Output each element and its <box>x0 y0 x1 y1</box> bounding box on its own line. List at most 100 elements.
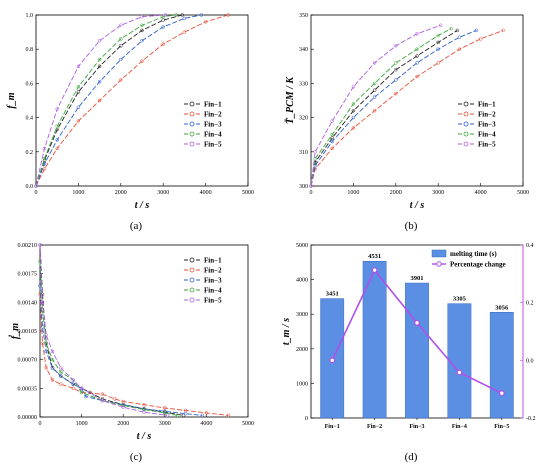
y-tick-label: 5000 <box>296 243 308 249</box>
y2-tick-label: -0.2 <box>526 416 536 422</box>
series-line <box>311 30 457 186</box>
y-tick-label: 340 <box>299 47 308 53</box>
x-tick-label: 5000 <box>517 190 529 196</box>
y-axis-title: t_m / s <box>281 318 292 345</box>
series-line <box>40 286 202 415</box>
data-point <box>394 61 397 64</box>
y-tick-label: 0.6 <box>26 81 34 87</box>
legend-marker <box>464 142 468 146</box>
y-tick-label: 0.00035 <box>18 386 38 392</box>
panel-label: (a) <box>130 220 143 232</box>
x-tick-label: 5000 <box>242 421 254 427</box>
y-tick-label: 2000 <box>296 347 308 353</box>
y2-tick-label: 0.4 <box>526 243 534 249</box>
data-point <box>183 31 186 34</box>
x-tick-label: 2000 <box>117 421 129 427</box>
legend-label: Fin−5 <box>204 141 222 149</box>
legend-marker <box>190 102 194 106</box>
data-point <box>314 150 317 153</box>
category-label: Fin−5 <box>494 424 509 430</box>
legend-label: Fin−4 <box>478 131 496 139</box>
panel-label: (b) <box>405 220 418 232</box>
x-tick-label: 4000 <box>475 190 487 196</box>
y-tick-label: 0 <box>305 416 308 422</box>
y-tick-label: 0.8 <box>26 47 34 53</box>
data-point <box>119 58 122 61</box>
legend-label: Fin−3 <box>478 121 496 129</box>
x-tick-label: 4000 <box>200 190 212 196</box>
legend-label: Fin−4 <box>204 131 222 139</box>
series-line <box>40 245 184 415</box>
legend-label: Fin−1 <box>478 101 496 109</box>
y-tick-label: 310 <box>299 150 308 156</box>
y-tick-label: 3000 <box>296 312 308 318</box>
legend-label: melting time (s) <box>450 250 497 258</box>
category-label: Fin−2 <box>367 424 382 430</box>
y-tick-label: 0.00000 <box>18 415 38 421</box>
y-axis-title: ḟ_m <box>8 323 21 339</box>
bar <box>363 261 386 418</box>
panel-c: 0 1000 2000 3000 4000 50000.000000.000350.000… <box>8 243 254 463</box>
x-tick-label: 0 <box>310 190 313 196</box>
bar-value-label: 3056 <box>495 304 509 311</box>
bar-value-label: 3901 <box>411 275 424 282</box>
data-point <box>182 414 185 417</box>
data-point <box>450 27 453 30</box>
percentage-point <box>415 321 420 326</box>
data-point <box>416 61 419 64</box>
data-point <box>352 116 355 119</box>
percentage-point <box>457 370 462 375</box>
x-tick-label: 2000 <box>115 190 127 196</box>
x-tick-label: 3000 <box>432 190 444 196</box>
data-point <box>373 96 376 99</box>
legend-label: Fin−5 <box>204 297 222 305</box>
legend-marker <box>190 142 194 146</box>
legend-marker <box>190 132 194 136</box>
legend-marker <box>437 262 441 266</box>
bar-value-label: 3305 <box>453 296 467 303</box>
y-tick-label: 350 <box>299 13 308 19</box>
data-point <box>119 24 122 27</box>
y-axis-title: f_m <box>6 92 17 108</box>
legend-marker <box>190 268 194 272</box>
bar <box>448 304 471 418</box>
y-tick-label: 0.00140 <box>18 300 38 306</box>
data-point <box>331 120 334 123</box>
legend-marker <box>464 102 468 106</box>
legend-label: Fin−1 <box>204 101 222 109</box>
x-axis-title: t / s <box>137 431 152 442</box>
series-line <box>36 15 166 186</box>
category-label: Fin−1 <box>325 424 340 430</box>
data-point <box>77 106 80 109</box>
x-axis-title: t / s <box>135 200 150 211</box>
legend-marker <box>190 298 194 302</box>
y2-tick-label: 0.2 <box>526 301 534 307</box>
x-axis-title: t / s <box>410 200 425 211</box>
category-label: Fin−3 <box>409 424 424 430</box>
data-point <box>98 39 101 42</box>
x-tick-label: 1000 <box>347 190 359 196</box>
series-line <box>311 29 451 186</box>
panel-b: 0 1000 2000 3000 4000 5000300310320330340350t… <box>285 13 529 232</box>
y-tick-label: 1.0 <box>26 13 34 19</box>
percentage-point <box>372 268 377 273</box>
percentage-point <box>500 391 505 396</box>
y-tick-label: 320 <box>299 116 308 122</box>
y-tick-label: 0.0 <box>26 184 34 190</box>
bar-value-label: 4531 <box>368 253 381 260</box>
legend-label: Fin−2 <box>204 267 222 275</box>
legend-label: Fin−3 <box>204 121 222 129</box>
x-tick-label: 1000 <box>76 421 88 427</box>
x-tick-label: 0 <box>35 190 38 196</box>
legend-marker <box>464 122 468 126</box>
x-tick-label: 1000 <box>72 190 84 196</box>
x-tick-label: 5000 <box>242 190 254 196</box>
y-tick-label: 4000 <box>296 278 308 284</box>
legend-label: Fin−1 <box>204 257 222 265</box>
legend-marker <box>190 288 194 292</box>
bar-value-label: 3451 <box>326 291 339 298</box>
series-line <box>40 294 229 415</box>
series-line <box>40 261 178 415</box>
legend-label: Fin−4 <box>204 287 222 295</box>
